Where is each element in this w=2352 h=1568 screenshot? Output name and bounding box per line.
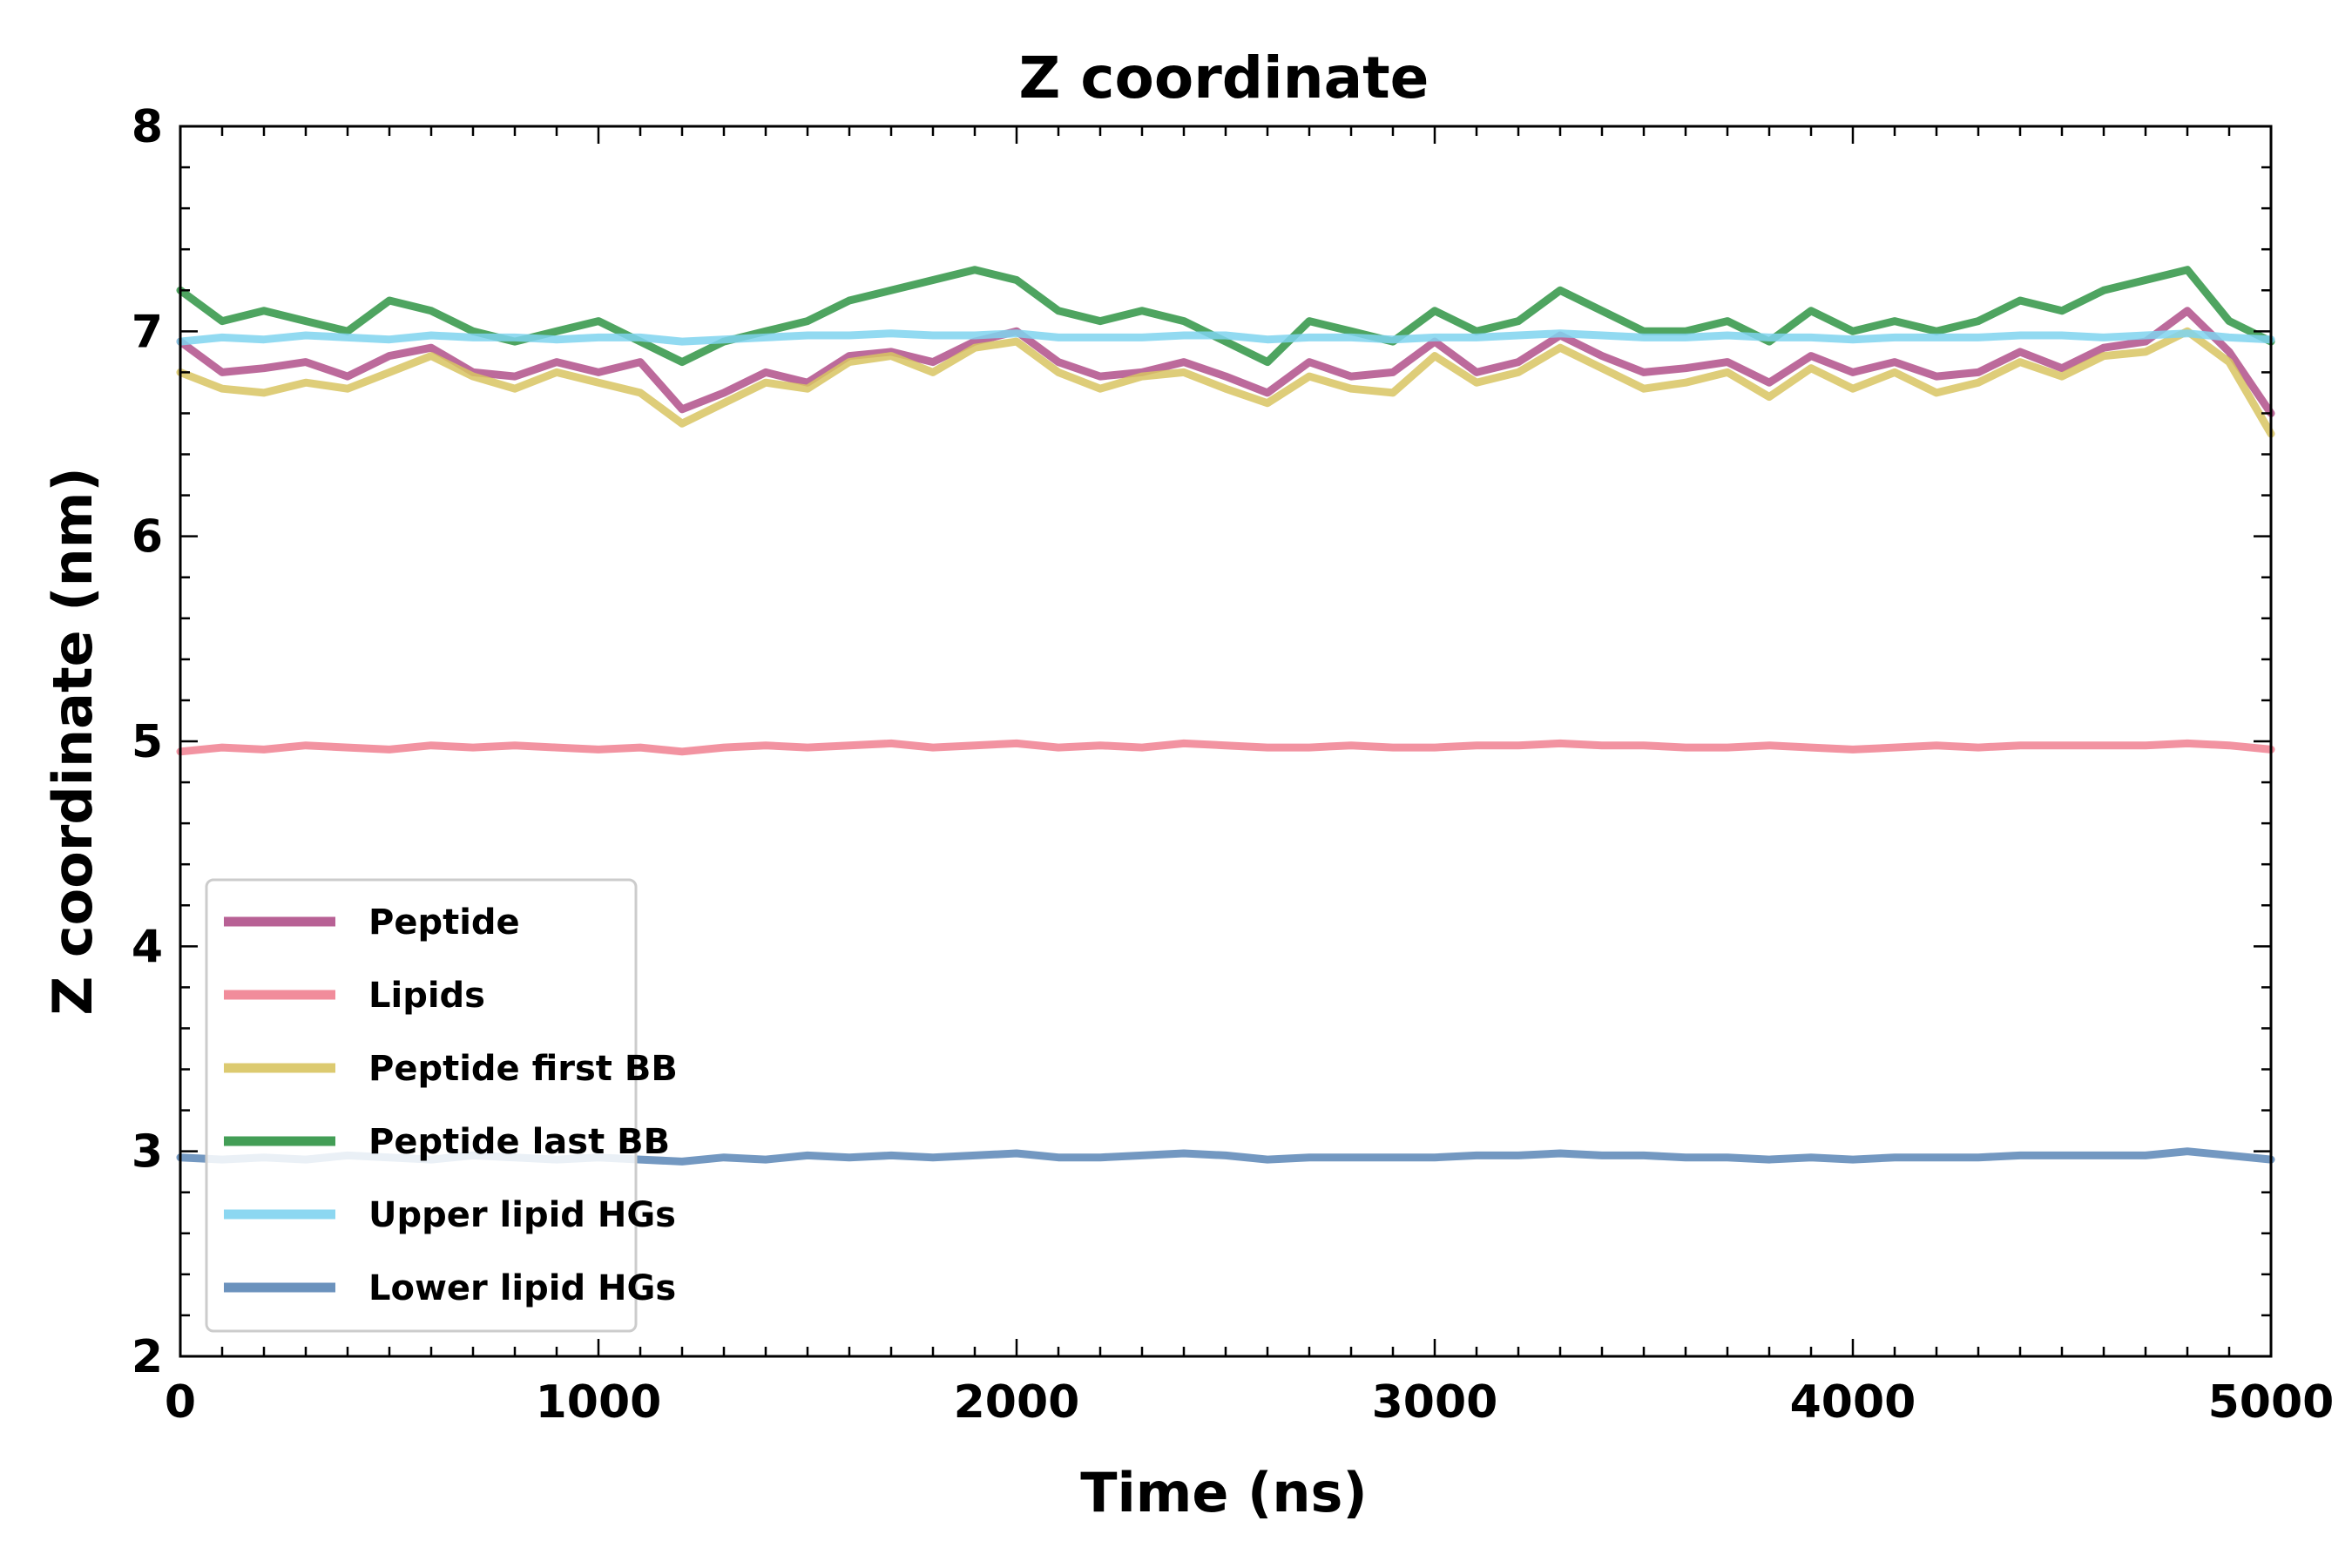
legend-label-2: Peptide first BB [368,1049,678,1089]
y-tick-label: 3 [132,1126,163,1179]
tick-group [179,125,2273,1358]
legend-label-3: Peptide last BB [368,1122,670,1162]
y-tick-label: 4 [132,921,163,973]
legend-label-4: Upper lipid HGs [368,1195,676,1235]
x-tick-label: 2000 [954,1376,1080,1429]
legend-label-0: Peptide [368,902,520,943]
series-line-4 [176,329,2275,346]
x-tick-label: 3000 [1372,1376,1498,1429]
y-axis-label: Z coordinate (nm) [41,467,105,1015]
legend: Peptide Lipids Peptide first BB Peptide las… [205,878,678,1333]
legend-label-5: Lower lipid HGs [368,1268,676,1308]
x-axis-label: Time (ns) [1080,1461,1368,1524]
x-tick-label: 4000 [1790,1376,1916,1429]
y-tick-label: 2 [132,1331,163,1383]
x-tick-label: 0 [165,1376,196,1429]
series-line-0 [176,307,2275,417]
y-tick-label: 6 [132,511,163,564]
y-tick-label: 5 [132,716,163,768]
legend-label-1: Lipids [368,976,485,1016]
y-tick-label: 7 [132,306,163,358]
chart-title: Z coordinate [1019,44,1429,112]
tick-label-group: 0 1000 2000 3000 4000 5000 2 3 4 5 6 7 8 [132,101,2335,1429]
legend-box [205,878,638,1333]
series-line-2 [176,327,2275,438]
x-tick-label: 1000 [536,1376,662,1429]
series-line-1 [176,739,2275,756]
y-tick-label: 8 [132,101,163,153]
x-tick-label: 5000 [2208,1376,2335,1429]
